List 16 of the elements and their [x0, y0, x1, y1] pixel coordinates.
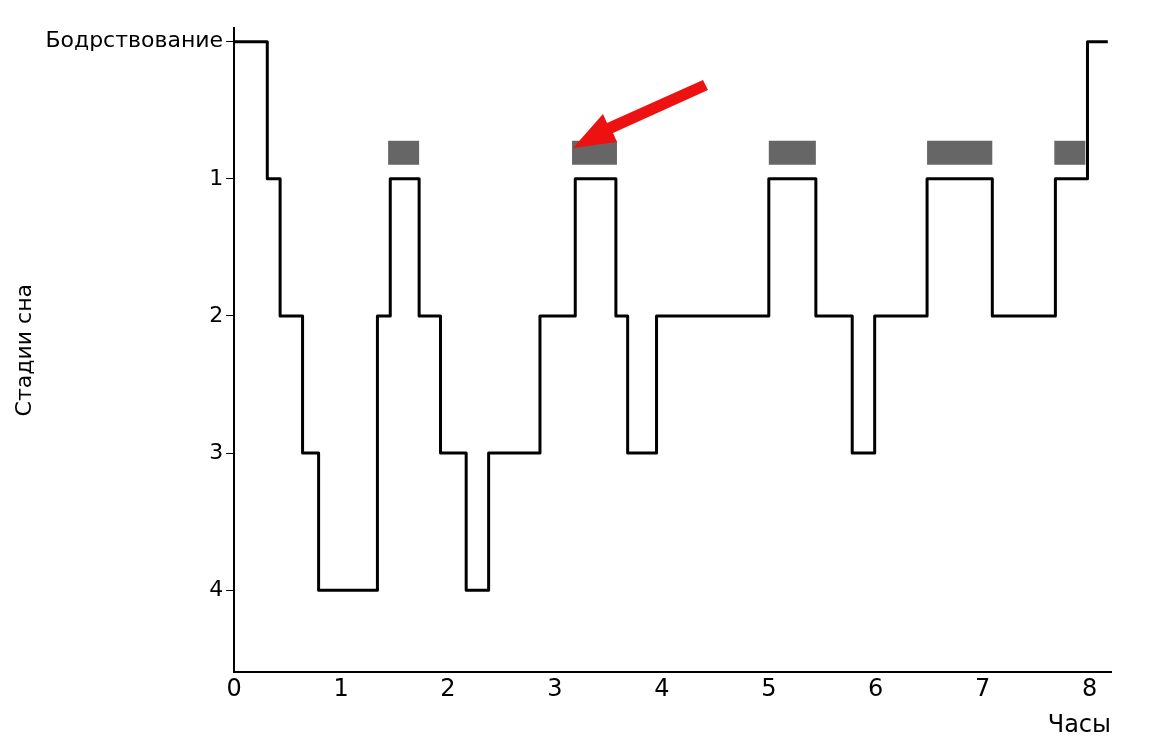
x-tick-label: 3 — [547, 674, 563, 703]
y-tick-label: 1 — [209, 164, 224, 190]
x-tick-label: 7 — [975, 674, 991, 703]
y-tick-label: 2 — [209, 301, 224, 327]
x-tick-label: 0 — [226, 674, 242, 703]
x-tick-label: 4 — [654, 674, 670, 703]
x-tick-label: 8 — [1081, 674, 1098, 703]
x-tick-label: 1 — [333, 674, 349, 703]
x-tick-label: 5 — [761, 674, 777, 703]
y-tick-label: 3 — [209, 438, 224, 464]
x-tick-label: 6 — [868, 674, 884, 703]
y-tick-label: Бодрствование — [45, 27, 224, 53]
y-axis-title: Стадии сна — [10, 283, 36, 417]
x-axis-title: Часы — [1047, 709, 1111, 738]
y-tick-label: 4 — [209, 575, 224, 601]
x-tick-label: 2 — [440, 674, 456, 703]
